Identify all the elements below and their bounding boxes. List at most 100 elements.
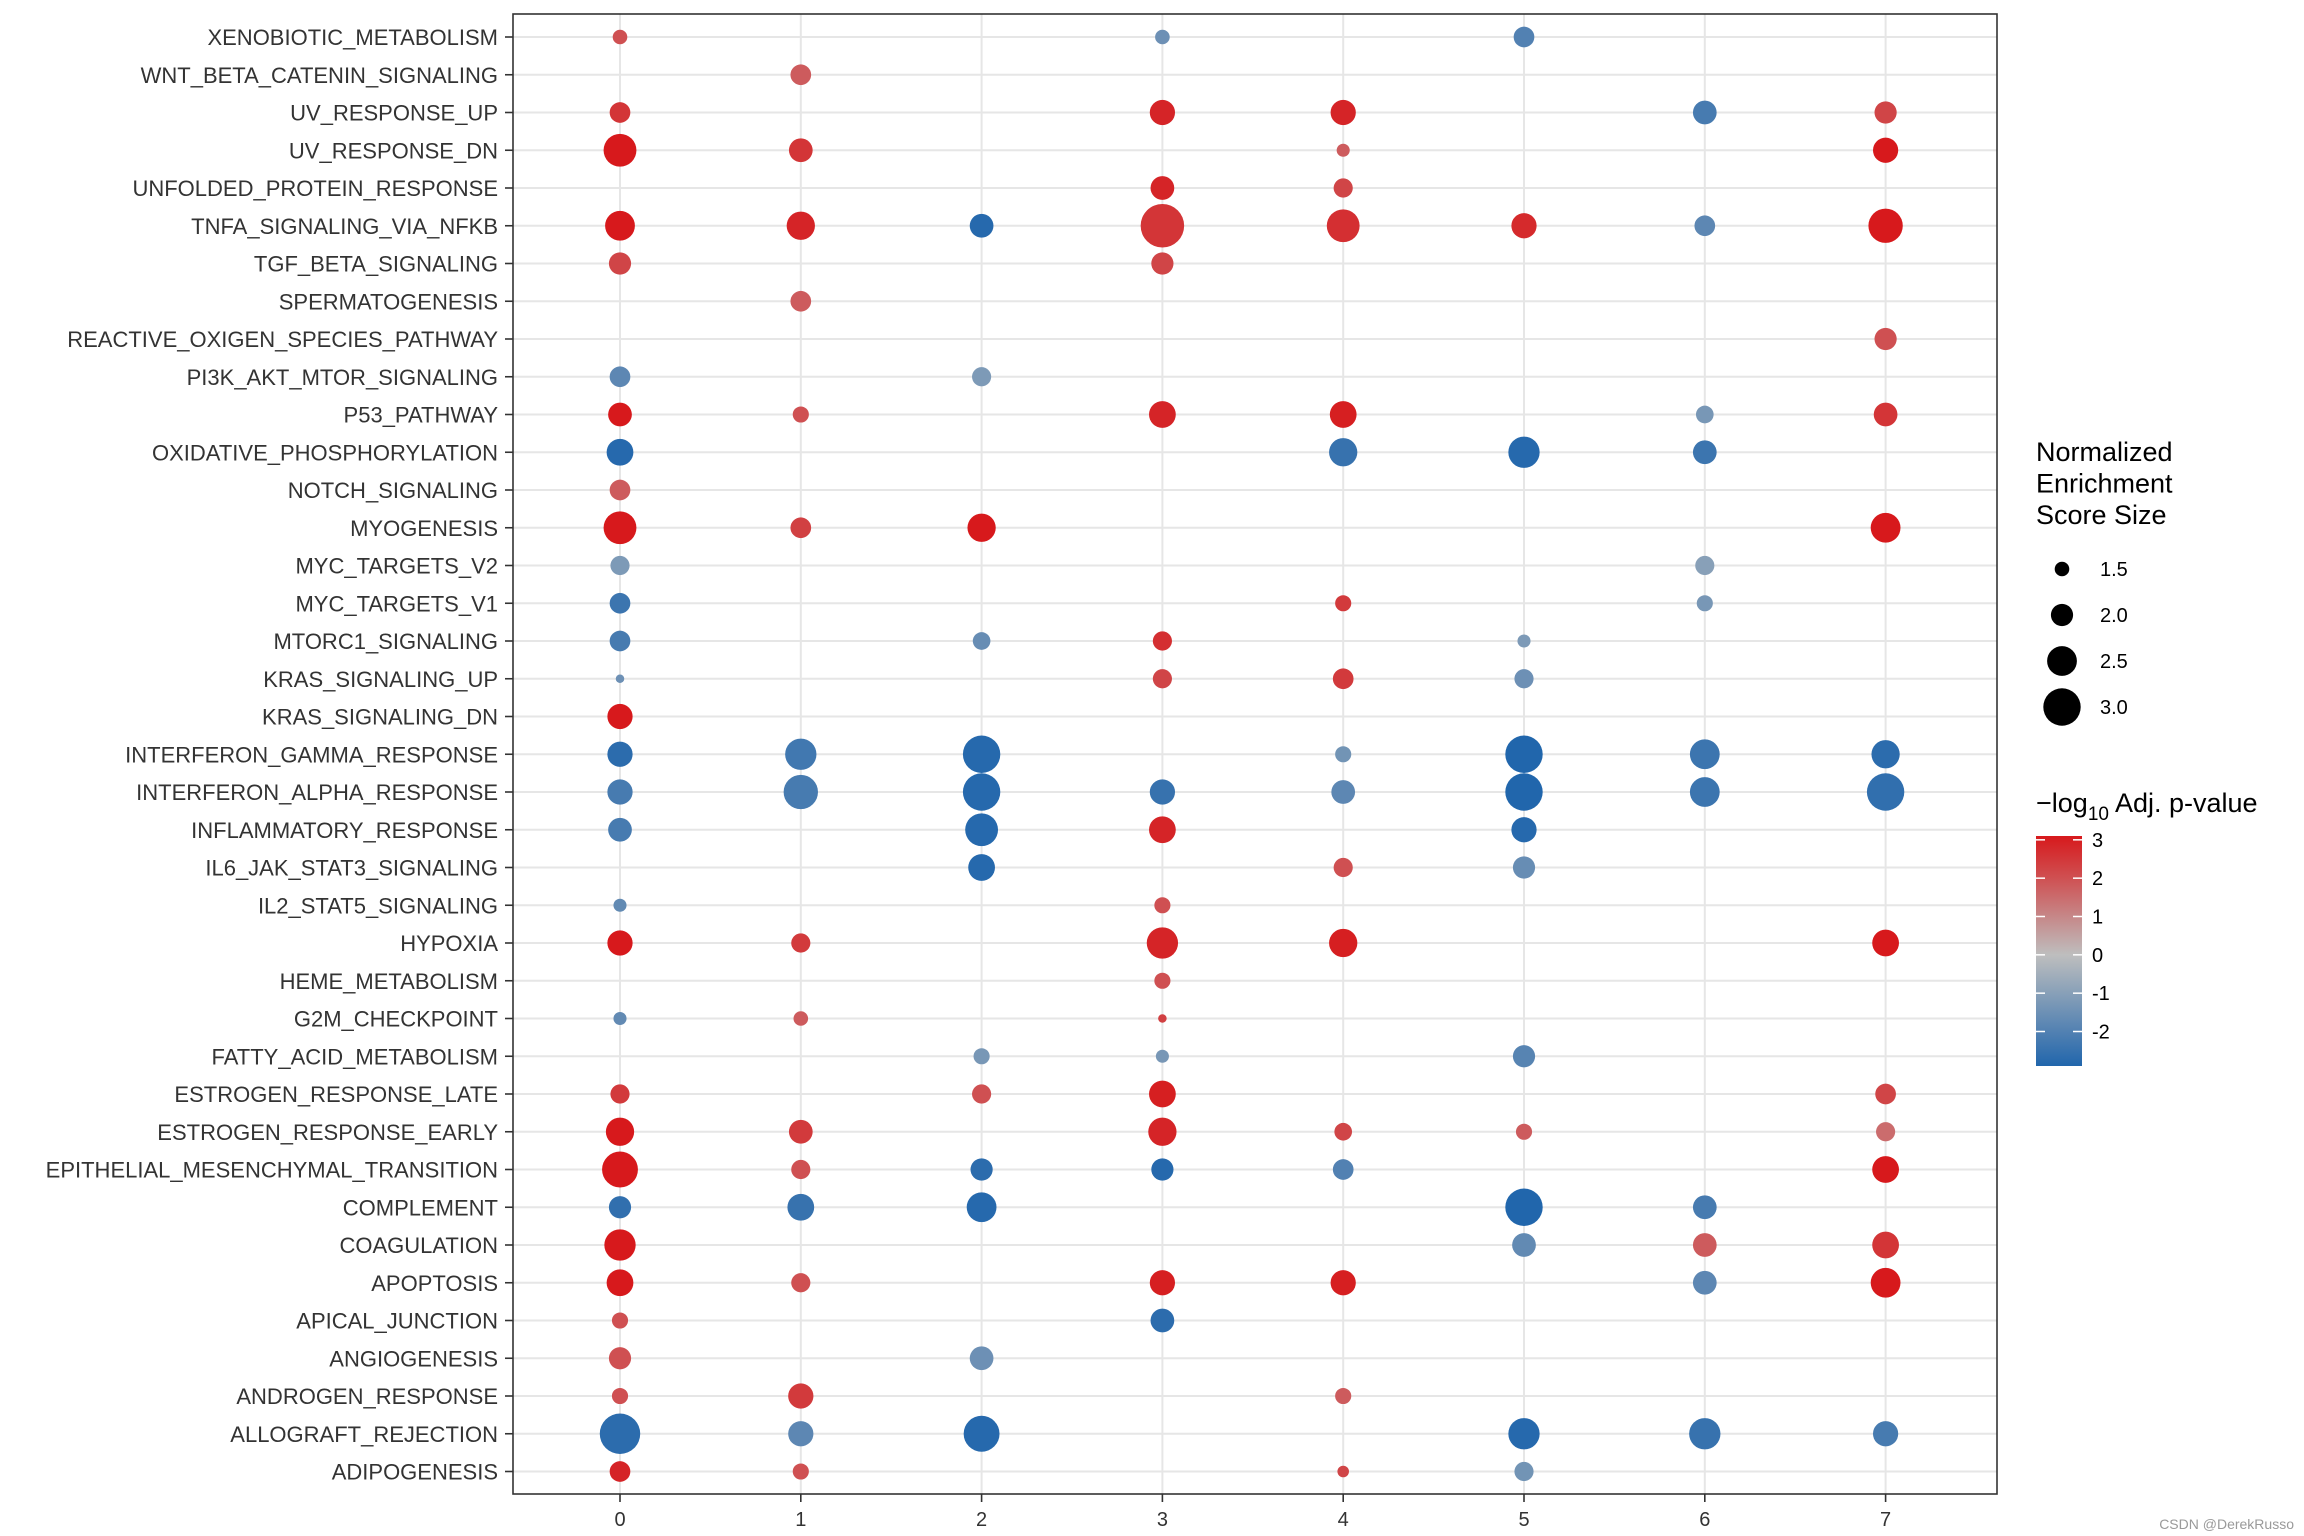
y-tick-label: ANDROGEN_RESPONSE xyxy=(236,1384,498,1409)
data-point xyxy=(1155,1049,1169,1063)
y-tick-label: WNT_BETA_CATENIN_SIGNALING xyxy=(141,63,498,88)
data-point xyxy=(1329,928,1358,958)
data-point xyxy=(786,211,815,240)
data-point xyxy=(615,674,625,684)
data-point xyxy=(1505,773,1543,811)
data-point xyxy=(1505,1188,1543,1226)
data-point xyxy=(1692,440,1717,465)
data-point xyxy=(1330,99,1356,126)
size-legend-key xyxy=(2050,603,2074,627)
size-legend-label: 2.5 xyxy=(2100,651,2128,673)
data-point xyxy=(788,1383,814,1409)
grid-lines xyxy=(513,14,1997,1494)
y-tick-label: APOPTOSIS xyxy=(371,1271,498,1296)
color-legend-title: −log10 Adj. p-value xyxy=(2036,788,2258,825)
y-tick-label: P53_PATHWAY xyxy=(344,403,499,428)
data-points xyxy=(599,26,1905,1482)
data-point xyxy=(790,517,812,539)
data-point xyxy=(1333,178,1353,198)
data-point xyxy=(608,402,632,427)
data-point xyxy=(1152,669,1172,689)
data-point xyxy=(1336,143,1350,157)
data-point xyxy=(609,102,631,123)
data-point xyxy=(790,64,812,86)
data-point xyxy=(1152,631,1172,651)
data-point xyxy=(607,741,633,767)
data-point xyxy=(962,773,1001,811)
size-legend-title-line: Normalized xyxy=(2036,437,2173,467)
data-point xyxy=(599,1413,641,1454)
data-point xyxy=(603,133,637,167)
data-point xyxy=(1689,739,1720,770)
data-point xyxy=(609,592,631,614)
data-point xyxy=(1511,817,1537,843)
data-point xyxy=(792,1463,809,1480)
size-legend-label: 2.0 xyxy=(2100,605,2128,627)
data-point xyxy=(1149,1080,1176,1108)
data-point xyxy=(613,898,627,912)
data-point xyxy=(793,1011,809,1026)
y-tick-label: COAGULATION xyxy=(339,1233,498,1258)
watermark: CSDN @DerekRusso xyxy=(2159,1516,2294,1532)
color-bar-label: 3 xyxy=(2092,830,2103,852)
y-tick-label: MYC_TARGETS_V1 xyxy=(295,591,498,616)
size-legend-title: Normalized Enrichment Score Size xyxy=(2036,437,2173,530)
data-point xyxy=(1149,816,1176,844)
data-point xyxy=(1334,1122,1353,1141)
size-legend-label: 1.5 xyxy=(2100,559,2128,581)
data-point xyxy=(1512,1233,1536,1257)
data-point xyxy=(1696,595,1713,612)
data-point xyxy=(1876,1122,1896,1142)
y-tick-label: TGF_BETA_SIGNALING xyxy=(254,252,498,277)
data-point xyxy=(1513,26,1535,48)
data-point xyxy=(785,738,817,770)
data-point xyxy=(1872,1421,1899,1447)
data-point xyxy=(1692,100,1717,125)
data-point xyxy=(611,1387,629,1405)
data-point xyxy=(607,779,633,805)
y-tick-label: IL6_JAK_STAT3_SIGNALING xyxy=(205,856,498,881)
data-point xyxy=(1151,252,1174,275)
color-legend-title-suffix: Adj. p-value xyxy=(2109,788,2258,818)
data-point xyxy=(1140,204,1185,248)
y-tick-label: ESTROGEN_RESPONSE_LATE xyxy=(174,1082,498,1107)
data-point xyxy=(608,817,632,842)
data-point xyxy=(1870,512,1901,543)
data-point xyxy=(608,252,632,275)
x-tick-label: 7 xyxy=(1880,1509,1891,1531)
data-point xyxy=(606,438,634,466)
data-point xyxy=(1689,777,1720,807)
data-point xyxy=(972,632,991,650)
y-tick-label: HYPOXIA xyxy=(400,931,498,956)
data-point xyxy=(1514,669,1534,689)
y-tick-label: PI3K_AKT_MTOR_SIGNALING xyxy=(187,365,498,390)
data-point xyxy=(1154,897,1171,914)
size-legend: Normalized Enrichment Score Size 1.5 2.0 2.5 3… xyxy=(2036,437,2173,726)
data-point xyxy=(1870,1267,1901,1298)
data-point xyxy=(1875,1083,1896,1105)
data-point xyxy=(783,774,818,810)
data-point xyxy=(791,1273,811,1293)
data-point xyxy=(612,29,628,45)
data-point xyxy=(1511,213,1537,239)
y-tick-label: REACTIVE_OXIGEN_SPECIES_PATHWAY xyxy=(67,327,498,352)
x-tick-label: 5 xyxy=(1518,1509,1529,1531)
color-bar-label: -1 xyxy=(2092,983,2110,1005)
data-point xyxy=(610,555,630,576)
y-tick-label: MTORC1_SIGNALING xyxy=(273,629,498,654)
data-point xyxy=(1695,405,1714,424)
data-point xyxy=(1874,327,1897,351)
data-point xyxy=(970,1158,993,1181)
data-point xyxy=(1695,555,1715,576)
y-tick-label: ANGIOGENESIS xyxy=(329,1346,498,1371)
data-point xyxy=(1158,1014,1167,1023)
data-point xyxy=(788,138,813,163)
data-point xyxy=(967,513,996,542)
data-point xyxy=(1874,101,1897,124)
data-point xyxy=(965,813,999,847)
data-point xyxy=(788,1421,814,1447)
data-point xyxy=(963,1415,1000,1452)
y-tick-label: INFLAMMATORY_RESPONSE xyxy=(191,818,498,843)
data-point xyxy=(1148,1117,1177,1146)
